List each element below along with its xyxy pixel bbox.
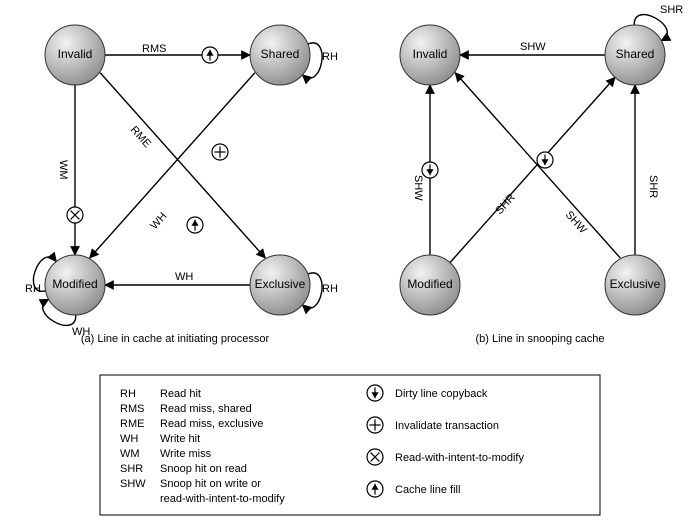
edge-label: SHR [647, 175, 659, 198]
edge-label: RH [322, 51, 338, 63]
legend-symbol-label: Cache line fill [395, 484, 460, 496]
state-label: Invalid [413, 47, 448, 61]
down-symbol [367, 385, 383, 401]
legend-code: RMS [120, 403, 144, 415]
legend-symbol-label: Dirty line copyback [395, 388, 488, 400]
state-label: Modified [407, 277, 452, 291]
legend-code: SHR [120, 463, 143, 475]
legend-desc: Write miss [160, 448, 212, 460]
state-label: Exclusive [610, 277, 661, 291]
edge-label: WM [57, 160, 69, 180]
diagram-caption: (a) Line in cache at initiating processo… [81, 333, 270, 345]
state-node-exclusive: Exclusive [605, 255, 665, 315]
edge-label: RMS [142, 43, 166, 55]
edge-label: SHW [563, 209, 590, 237]
edge-label: RH [25, 283, 41, 295]
state-node-shared: Shared [250, 25, 310, 85]
mesi-state-diagram: RMS RME WM WH WH RH RH WH RH Invalid Shared Modifie… [0, 0, 700, 526]
legend-code: RH [120, 388, 136, 400]
legend-symbol-label: Read-with-intent-to-modify [395, 452, 524, 464]
down-symbol [537, 152, 553, 168]
legend-code: WM [120, 448, 140, 460]
edge-label: WH [175, 271, 193, 283]
legend-code: WH [120, 433, 138, 445]
state-node-shared: Shared [605, 25, 665, 85]
legend-symbol-label: Invalidate transaction [395, 420, 499, 432]
cross-symbol [67, 207, 83, 223]
state-node-invalid: Invalid [400, 25, 460, 85]
edge-invalid-exclusive [100, 73, 265, 258]
state-label: Shared [261, 47, 300, 61]
legend-code: RME [120, 418, 144, 430]
down-symbol [422, 162, 438, 178]
edge-label: SHW [520, 41, 546, 53]
fill-symbol [367, 481, 383, 497]
state-node-invalid: Invalid [45, 25, 105, 85]
fill-symbol [187, 217, 203, 233]
legend-code: SHW [120, 478, 146, 490]
state-node-exclusive: Exclusive [250, 255, 310, 315]
edge-label: SHW [412, 175, 424, 201]
legend-desc: Read hit [160, 388, 201, 400]
cross-symbol [367, 449, 383, 465]
legend-desc: Snoop hit on write or [160, 478, 261, 490]
state-label: Exclusive [255, 277, 306, 291]
edge-label: SHR [493, 192, 517, 217]
state-node-modified: Modified [400, 255, 460, 315]
legend-desc: read-with-intent-to-modify [160, 493, 285, 505]
state-label: Shared [616, 47, 655, 61]
state-node-modified: Modified [45, 255, 105, 315]
edge-label: RH [322, 283, 338, 295]
edge-modified-shared [450, 77, 615, 262]
edge-shared-modified [90, 73, 255, 258]
edge-exclusive-invalid [455, 73, 620, 258]
diagram-caption: (b) Line in snooping cache [475, 333, 604, 345]
legend-desc: Read miss, shared [160, 403, 252, 415]
plus-symbol [367, 417, 383, 433]
state-label: Invalid [58, 47, 93, 61]
state-label: Modified [52, 277, 97, 291]
fill-symbol [202, 47, 218, 63]
plus-symbol [212, 144, 228, 160]
legend-desc: Write hit [160, 433, 200, 445]
edge-label: SHR [660, 4, 683, 16]
legend-desc: Read miss, exclusive [160, 418, 263, 430]
edge-label: WH [148, 210, 169, 232]
legend-desc: Snoop hit on read [160, 463, 247, 475]
